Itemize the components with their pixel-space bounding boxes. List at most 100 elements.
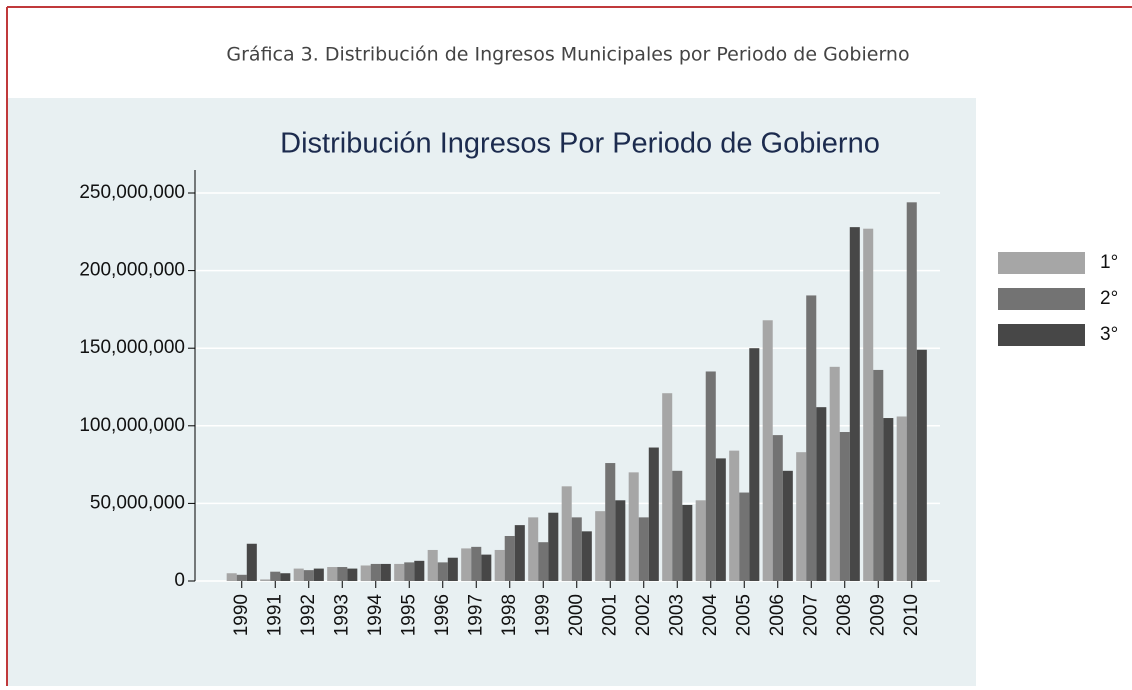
x-tick-label: 1995: [398, 594, 419, 636]
bar: [260, 579, 271, 581]
x-tick-label: 1991: [264, 594, 285, 636]
bar: [816, 407, 827, 581]
bar: [481, 554, 492, 581]
y-tick-label: 50,000,000: [90, 492, 185, 513]
bar: [782, 470, 793, 581]
bar: [404, 562, 415, 581]
y-tick-label: 0: [174, 570, 185, 591]
y-tick-label: 250,000,000: [79, 182, 185, 203]
x-tick-label: 2003: [666, 594, 687, 636]
bar: [414, 560, 425, 581]
bar: [327, 567, 338, 581]
bar: [303, 570, 314, 581]
legend-swatch: [998, 252, 1085, 274]
legend-swatch: [998, 324, 1085, 346]
bar: [561, 486, 572, 581]
bar: [370, 563, 381, 581]
bar: [514, 525, 525, 581]
bar: [461, 548, 472, 581]
x-tick-label: 1994: [365, 594, 386, 637]
bar: [739, 492, 750, 581]
x-tick-label: 2010: [901, 594, 922, 636]
bar: [605, 463, 616, 581]
legend-label: 3°: [1100, 324, 1118, 345]
bar: [883, 418, 894, 581]
bar: [829, 366, 840, 581]
bar: [648, 447, 659, 581]
bar: [615, 500, 626, 581]
bar: [863, 228, 874, 582]
bar: [293, 568, 304, 581]
x-tick-label: 2008: [834, 594, 855, 636]
bar: [729, 450, 740, 581]
x-tick-label: 1999: [532, 594, 553, 636]
bar: [682, 504, 693, 581]
bar: [280, 573, 291, 581]
y-tick-label: 100,000,000: [79, 415, 185, 436]
legend-label: 2°: [1100, 288, 1118, 309]
bar: [715, 458, 726, 581]
caption: Gráfica 3. Distribución de Ingresos Muni…: [226, 44, 909, 66]
legend-label: 1°: [1100, 252, 1118, 273]
bar: [749, 348, 760, 581]
x-tick-label: 2002: [633, 594, 654, 636]
bar: [839, 432, 850, 581]
bar: [226, 573, 237, 581]
bar: [638, 517, 649, 581]
y-tick-label: 200,000,000: [79, 260, 185, 281]
bar: [595, 511, 606, 581]
x-tick-label: 1992: [298, 594, 319, 636]
bar: [806, 295, 817, 581]
bar: [380, 563, 391, 581]
x-tick-label: 1993: [331, 594, 352, 636]
x-tick-label: 2000: [566, 594, 587, 636]
y-tick-label: 150,000,000: [79, 337, 185, 358]
x-tick-label: 1998: [499, 594, 520, 636]
x-tick-label: 2001: [599, 594, 620, 636]
x-tick-label: 2009: [867, 594, 888, 636]
bar: [427, 549, 438, 581]
bar: [313, 568, 324, 581]
bar: [672, 470, 683, 581]
bar: [628, 472, 639, 581]
bar: [796, 452, 807, 581]
bar: [494, 549, 505, 581]
x-tick-label: 1996: [432, 594, 453, 636]
x-tick-label: 2004: [700, 594, 721, 637]
bar: [772, 435, 783, 581]
bar: [236, 574, 247, 581]
bar: [528, 517, 539, 581]
bar: [394, 563, 405, 581]
bar: [873, 369, 884, 581]
x-tick-label: 2006: [767, 594, 788, 636]
bar: [705, 371, 716, 581]
bar: [695, 500, 706, 581]
bar: [437, 562, 448, 581]
x-tick-label: 1990: [231, 594, 252, 636]
bar: [581, 531, 592, 581]
bar: [347, 568, 358, 581]
bar: [762, 320, 773, 581]
bar: [571, 517, 582, 581]
bar: [538, 542, 549, 581]
bar: [270, 571, 281, 581]
bar: [504, 535, 515, 581]
chart-title: Distribución Ingresos Por Periodo de Gob…: [280, 128, 880, 160]
bar: [896, 416, 907, 581]
x-tick-label: 2005: [733, 594, 754, 636]
bar: [337, 567, 348, 581]
bar: [471, 546, 482, 581]
bar: [662, 393, 673, 581]
bar: [916, 349, 927, 581]
bar: [548, 512, 559, 581]
bar: [906, 202, 917, 581]
x-tick-label: 1997: [465, 594, 486, 636]
bar: [849, 227, 860, 582]
bar: [360, 565, 371, 581]
legend-swatch: [998, 288, 1085, 310]
x-tick-label: 2007: [800, 594, 821, 636]
bar: [246, 543, 257, 581]
bar: [447, 557, 458, 581]
